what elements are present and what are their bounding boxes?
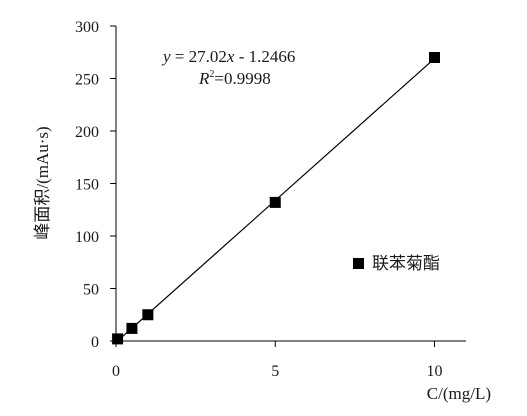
y-tick-label: 100 bbox=[75, 229, 99, 246]
x-tick-label: 5 bbox=[271, 363, 279, 380]
trend-equation: y = 27.02x - 1.2466 bbox=[161, 47, 295, 66]
data-point bbox=[142, 309, 154, 321]
axes bbox=[115, 26, 466, 342]
data-points bbox=[112, 52, 440, 345]
x-tick-label: 10 bbox=[427, 363, 443, 380]
x-tick-label: 0 bbox=[112, 363, 120, 380]
eq-y-var: y bbox=[161, 47, 171, 66]
y-tick-label: 150 bbox=[75, 177, 99, 194]
data-point bbox=[429, 52, 440, 63]
x-axis-title: C/(mg/L) bbox=[427, 384, 491, 403]
legend-label: 联苯菊酯 bbox=[372, 254, 440, 274]
data-point bbox=[126, 322, 138, 334]
eq-x-var: x bbox=[226, 47, 235, 66]
y-axis-title: 峰面积/(mAu·s) bbox=[33, 126, 52, 239]
data-point bbox=[269, 196, 281, 208]
data-point bbox=[112, 333, 124, 345]
y-tick-label: 250 bbox=[75, 72, 99, 89]
x-axis-ticks: 0 5 10 bbox=[112, 341, 443, 380]
r2-value: =0.9998 bbox=[214, 69, 270, 88]
r2-sup: 2 bbox=[209, 69, 214, 80]
y-tick-label: 300 bbox=[75, 19, 99, 36]
y-tick-label: 200 bbox=[75, 124, 99, 141]
y-tick-label: 0 bbox=[91, 334, 99, 351]
r-squared: R2=0.9998 bbox=[198, 69, 271, 88]
y-axis-ticks: 0 50 100 150 200 250 300 bbox=[75, 19, 116, 351]
r2-letter: R bbox=[198, 69, 210, 88]
eq-slope-text: = 27.02 bbox=[171, 47, 227, 66]
y-tick-label: 50 bbox=[83, 282, 99, 299]
legend: 联苯菊酯 bbox=[353, 254, 440, 274]
legend-marker-square bbox=[353, 258, 364, 269]
eq-intercept-text: - 1.2466 bbox=[234, 47, 295, 66]
